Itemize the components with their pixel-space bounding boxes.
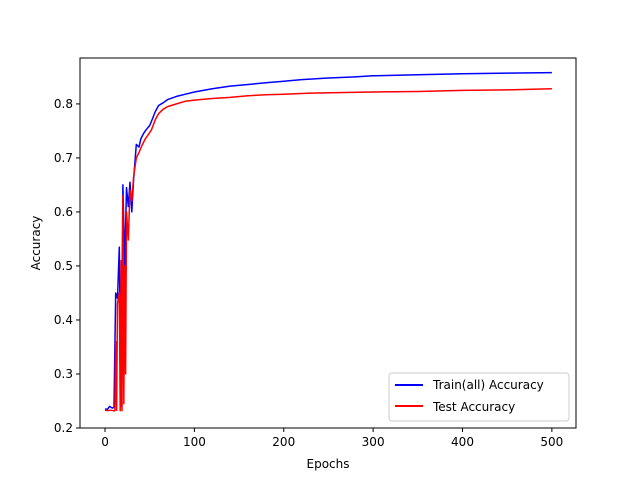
train-accuracy-line bbox=[105, 71, 552, 410]
legend-box bbox=[388, 372, 570, 422]
tick-layer: 0 100 200 300 400 500 0.2 0.3 0.4 0.5 0.6 0.7 0.8 bbox=[54, 97, 563, 449]
y-tick-label: 0.3 bbox=[54, 367, 73, 381]
test-accuracy-line bbox=[104, 88, 552, 412]
x-tick-label: 0 bbox=[101, 435, 109, 449]
y-tick-label: 0.7 bbox=[54, 151, 73, 165]
x-tick-label: 300 bbox=[362, 435, 385, 449]
x-tick-label: 500 bbox=[540, 435, 563, 449]
x-tick-label: 100 bbox=[183, 435, 206, 449]
y-axis-label: Accuracy bbox=[29, 216, 43, 271]
legend: Train(all) Accuracy Test Accuracy bbox=[388, 372, 570, 422]
x-axis-label: Epochs bbox=[307, 457, 350, 471]
x-tick-label: 200 bbox=[272, 435, 295, 449]
series-layer bbox=[104, 71, 552, 412]
y-tick-label: 0.6 bbox=[54, 205, 73, 219]
y-tick-label: 0.4 bbox=[54, 313, 73, 327]
y-tick-label: 0.8 bbox=[54, 97, 73, 111]
x-tick-label: 400 bbox=[451, 435, 474, 449]
legend-label-train: Train(all) Accuracy bbox=[432, 378, 544, 392]
plot-frame bbox=[79, 57, 577, 429]
legend-label-test: Test Accuracy bbox=[432, 400, 515, 414]
y-tick-label: 0.5 bbox=[54, 259, 73, 273]
y-tick-label: 0.2 bbox=[54, 421, 73, 435]
